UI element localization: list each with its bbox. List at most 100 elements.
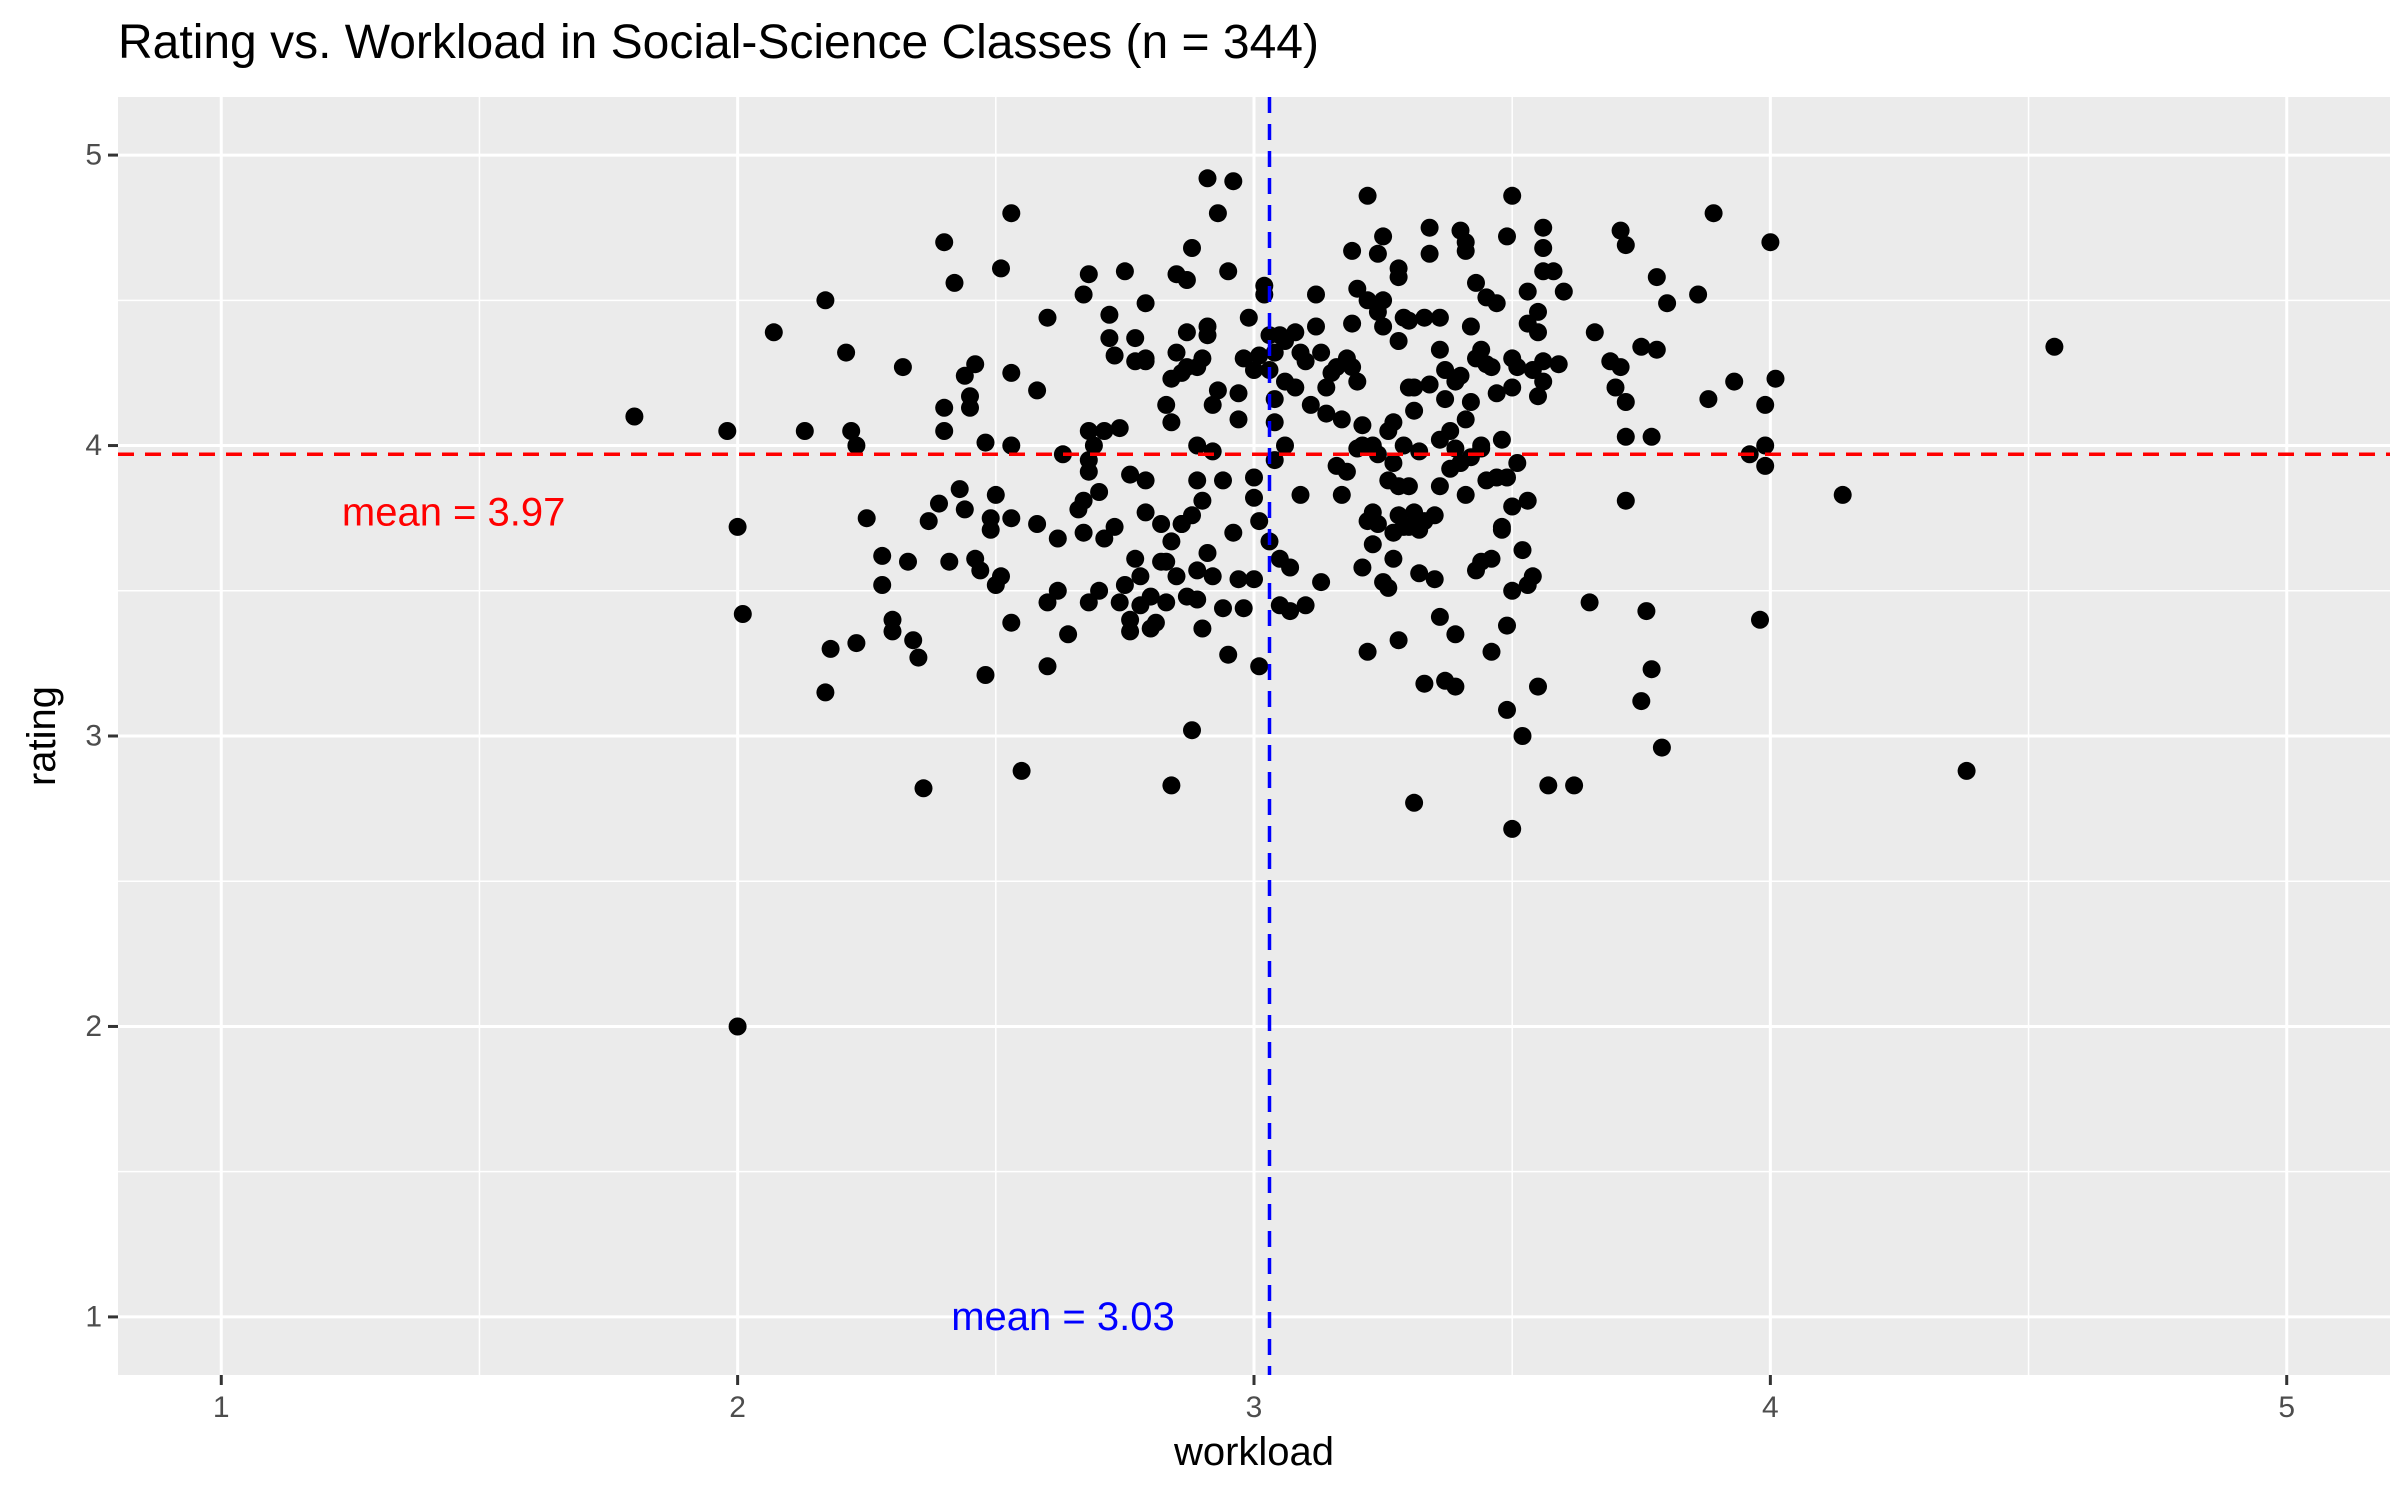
data-point <box>1446 677 1465 696</box>
data-point <box>1430 308 1449 327</box>
data-point <box>1121 622 1140 641</box>
data-point <box>1038 657 1057 676</box>
data-point <box>1487 384 1506 403</box>
data-point <box>1152 552 1171 571</box>
data-point <box>1637 602 1656 621</box>
data-point <box>1384 549 1403 568</box>
data-point <box>1090 483 1109 501</box>
data-point <box>914 779 933 798</box>
data-point <box>1307 317 1325 336</box>
data-point <box>1250 512 1269 531</box>
data-point <box>1229 570 1248 589</box>
data-point <box>935 422 954 440</box>
data-point <box>935 233 954 252</box>
data-point <box>1312 573 1331 592</box>
data-point <box>1456 485 1475 504</box>
data-point <box>1028 381 1047 400</box>
data-point <box>909 648 928 667</box>
data-point <box>1234 599 1253 618</box>
data-point <box>1136 503 1155 522</box>
data-point <box>1751 610 1769 629</box>
data-point <box>1363 503 1382 522</box>
data-point <box>992 259 1010 278</box>
data-point <box>1203 395 1222 414</box>
data-point <box>1415 308 1434 327</box>
data-point <box>945 273 964 292</box>
data-point <box>940 552 959 571</box>
data-point <box>1415 674 1434 693</box>
data-point <box>1358 291 1377 310</box>
data-point <box>893 358 912 377</box>
data-point <box>1436 390 1455 409</box>
data-point <box>1090 581 1109 600</box>
data-point <box>1301 395 1320 414</box>
data-point <box>1152 515 1171 533</box>
data-point <box>1291 485 1310 504</box>
data-point <box>1544 262 1563 281</box>
data-point <box>1224 172 1243 191</box>
data-point <box>764 323 783 342</box>
data-point <box>1761 233 1780 252</box>
reference-lines: mean = 3.97 mean = 3.03 <box>118 97 2390 1375</box>
data-point <box>1115 576 1134 594</box>
data-point <box>1523 567 1542 586</box>
data-point <box>1699 390 1718 409</box>
data-point <box>1642 427 1661 446</box>
data-point <box>1188 471 1207 490</box>
data-point <box>904 631 923 650</box>
data-point <box>1193 619 1212 638</box>
data-point <box>1456 410 1475 429</box>
data-point <box>1420 244 1439 263</box>
data-point <box>1374 317 1393 336</box>
data-point <box>873 576 892 594</box>
data-point <box>1296 352 1315 371</box>
data-point <box>1048 529 1067 548</box>
data-point <box>1157 395 1176 414</box>
data-point <box>1652 738 1671 757</box>
data-point <box>1245 361 1263 379</box>
data-point <box>1079 265 1098 284</box>
data-point <box>1281 558 1300 577</box>
data-point <box>1389 268 1408 287</box>
data-point <box>1100 305 1119 324</box>
data-point <box>950 480 969 499</box>
data-point <box>728 517 747 536</box>
data-point <box>1498 700 1516 719</box>
data-point <box>1059 625 1078 644</box>
data-point <box>1074 523 1093 542</box>
data-point <box>1121 465 1140 484</box>
data-point <box>1358 642 1377 661</box>
data-point <box>1084 436 1103 455</box>
data-point <box>1162 532 1181 551</box>
data-point <box>1492 430 1511 449</box>
data-point <box>1214 471 1232 490</box>
data-point <box>1405 793 1424 812</box>
data-point <box>1430 607 1449 626</box>
data-point <box>816 291 835 310</box>
data-point <box>733 605 752 623</box>
data-point <box>1276 436 1294 455</box>
data-point <box>1529 302 1547 321</box>
data-point <box>1461 393 1480 411</box>
data-point <box>1529 323 1547 342</box>
data-point <box>837 343 856 362</box>
data-point <box>1038 593 1057 612</box>
data-point <box>1472 340 1491 359</box>
data-point <box>1534 352 1553 371</box>
data-point <box>1095 529 1114 548</box>
y-tick-label: 4 <box>85 429 102 462</box>
data-point <box>1028 515 1047 533</box>
data-point <box>1312 343 1331 362</box>
y-axis-title: rating <box>20 686 64 786</box>
data-point <box>1343 314 1362 333</box>
data-point <box>1539 776 1558 795</box>
data-point <box>1384 454 1403 472</box>
data-point <box>1126 329 1145 348</box>
data-point <box>1508 454 1527 472</box>
data-point <box>842 422 861 440</box>
data-point <box>1374 227 1393 246</box>
data-point <box>1405 401 1424 420</box>
data-point <box>847 436 866 455</box>
grid-major <box>118 97 2390 1375</box>
